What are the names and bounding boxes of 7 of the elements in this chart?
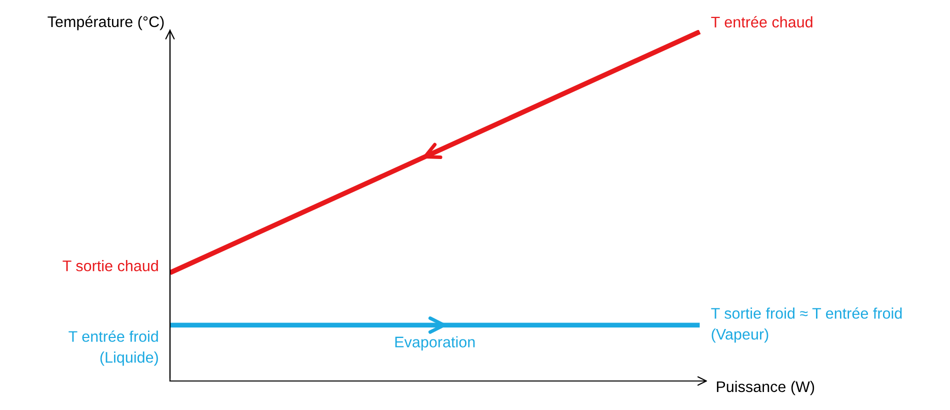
- annotation: T sortie chaud: [62, 260, 158, 272]
- annotation: T sortie froid ≈ T entrée froid (Vapeur): [711, 307, 902, 343]
- x-axis-title: Puissance (W): [716, 380, 814, 396]
- annotation: Evaporation: [395, 336, 475, 350]
- y-axis-title: Température (°C): [48, 16, 164, 30]
- annotation: T entrée froid (Liquide): [68, 330, 158, 366]
- text: T entrée chaud: [711, 16, 812, 28]
